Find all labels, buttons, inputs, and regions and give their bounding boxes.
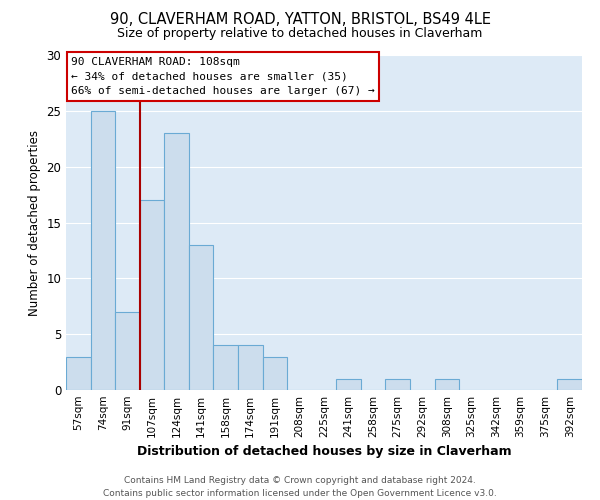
Bar [140,200,164,390]
Text: Contains HM Land Registry data © Crown copyright and database right 2024.
Contai: Contains HM Land Registry data © Crown c… [103,476,497,498]
Bar [214,346,238,390]
Bar [91,111,115,390]
Bar [385,379,410,390]
Text: Size of property relative to detached houses in Claverham: Size of property relative to detached ho… [118,28,482,40]
Bar [115,312,140,390]
Text: 90 CLAVERHAM ROAD: 108sqm
← 34% of detached houses are smaller (35)
66% of semi-: 90 CLAVERHAM ROAD: 108sqm ← 34% of detac… [71,56,375,96]
Text: 90, CLAVERHAM ROAD, YATTON, BRISTOL, BS49 4LE: 90, CLAVERHAM ROAD, YATTON, BRISTOL, BS4… [110,12,491,28]
Bar [66,356,91,390]
Bar [263,356,287,390]
Bar [189,245,214,390]
X-axis label: Distribution of detached houses by size in Claverham: Distribution of detached houses by size … [137,446,511,458]
Y-axis label: Number of detached properties: Number of detached properties [28,130,41,316]
Bar [557,379,582,390]
Bar [336,379,361,390]
Bar [164,133,189,390]
Bar [238,346,263,390]
Bar [434,379,459,390]
